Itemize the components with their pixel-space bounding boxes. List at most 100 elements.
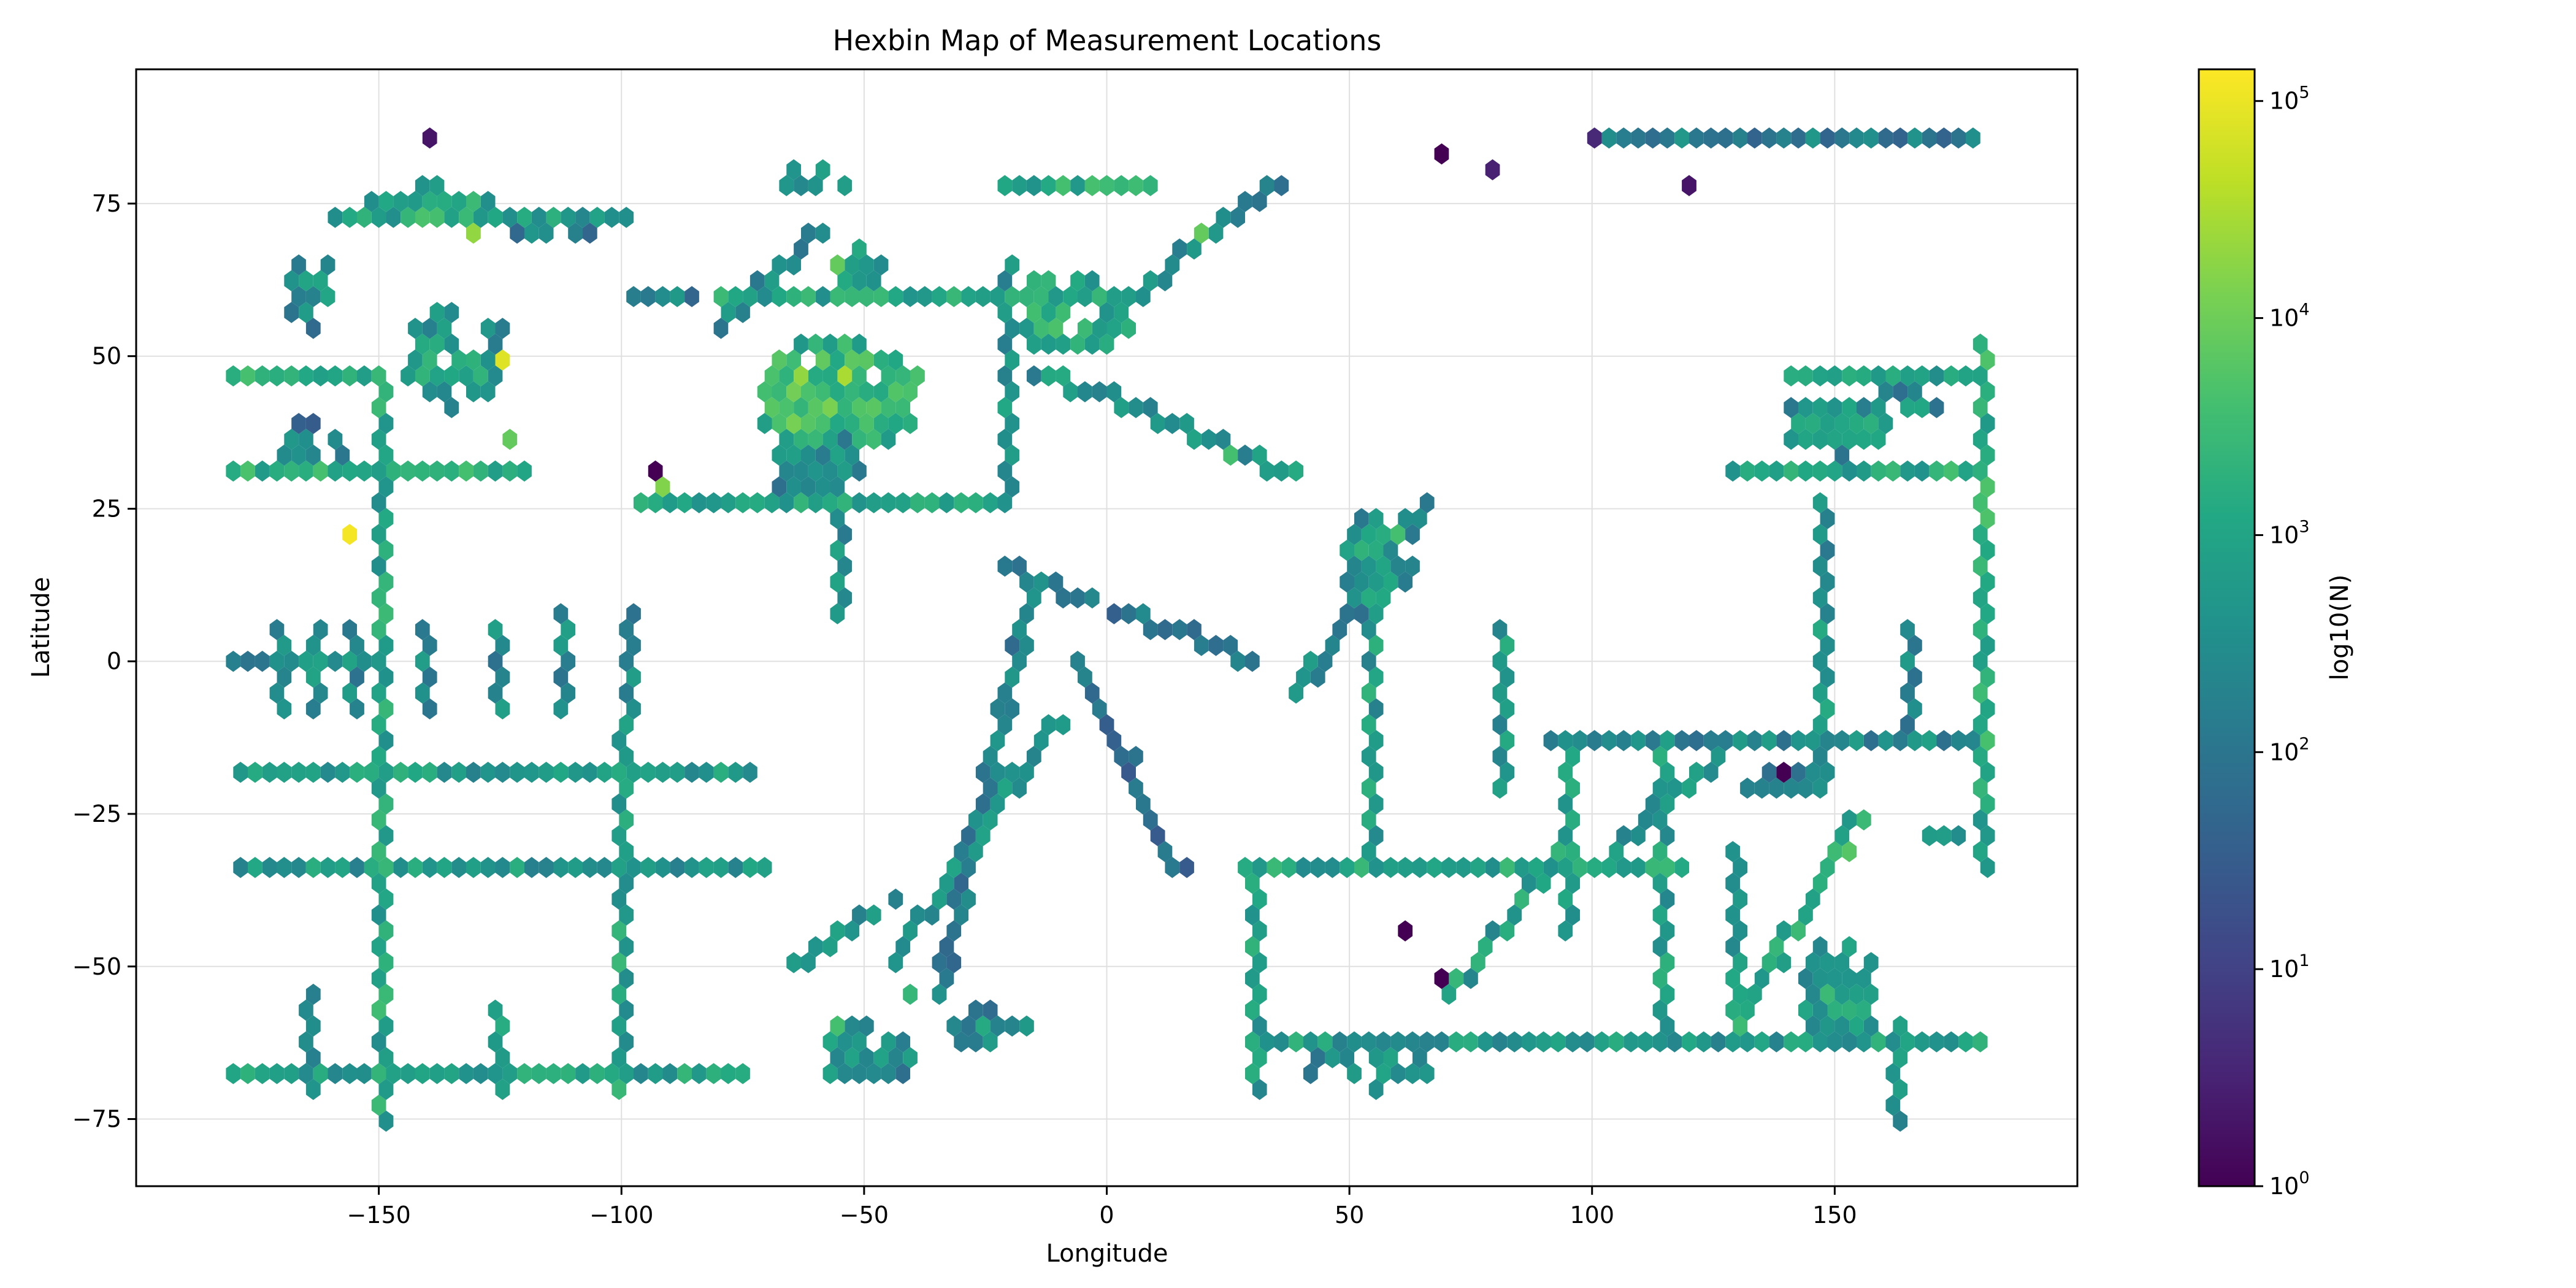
hexbin-cell [1441,857,1457,878]
hexbin-cell [859,1015,874,1037]
hexbin-cell [1660,952,1675,973]
hexbin-cell [604,207,619,228]
hexbin-cell [1914,1031,1930,1052]
hexbin-cell [1092,286,1107,307]
hexbin-cell [240,365,255,387]
hexbin-cell [713,286,729,307]
hexbin-cell [1944,460,1959,482]
hexbin-cell [815,223,830,244]
hexbin-cell [342,682,357,704]
hexbin-cell [1368,1079,1384,1100]
hexbin-cell [997,714,1013,735]
hexbin-cell [378,571,394,593]
hexbin-cell [378,762,394,783]
hexbin-cell [561,1063,576,1084]
hexbin-cell [1296,857,1311,878]
hexbin-cell [706,1063,721,1084]
hexbin-cell [1449,1031,1464,1052]
hexbin-cell [845,1015,859,1037]
hexbin-cell [1972,555,1988,577]
hexbin-cell [1784,460,1798,482]
hexbin-cell [866,904,881,926]
hexbin-cell [1725,460,1741,482]
hexbin-cell [1048,286,1064,307]
hexbin-cell [422,318,437,339]
y-axis-ticks: −75 −50 −25 0 25 50 75 [72,190,136,1133]
hexbin-cell [342,207,357,228]
hexbin-cell [1972,651,1988,672]
hexbin-cell [1631,730,1646,751]
hexbin-cell [1616,127,1631,149]
hexbin-cell [371,682,386,704]
hexbin-cell [1652,841,1668,862]
hexbin-cell [583,857,597,878]
hexbin-cell [1827,429,1842,450]
hexbin-cell [772,381,787,402]
hexbin-cell [1005,635,1020,656]
hexbin-cell [1005,349,1020,371]
hexbin-cell [1383,571,1398,593]
hexbin-cell [735,492,750,513]
hexbin-cell [1456,857,1471,878]
hexbin-cell [640,762,656,783]
hexbin-cell [1238,191,1252,212]
hexbin-cell [1820,540,1835,561]
hexbin-cell [1405,524,1420,545]
hexbin-cell [801,952,816,973]
hexbin-cell [743,857,757,878]
hexbin-cell [371,587,386,609]
hexbin-cell [859,254,874,276]
hexbin-cell [1893,1110,1908,1132]
hexbin-cell [1725,936,1741,957]
hexbin-cell [1667,777,1682,799]
hexbin-cell [1594,1031,1609,1052]
hexbin-cell [1245,904,1260,926]
hexbin-cell [619,841,634,862]
hexbin-cell [342,1063,357,1084]
hexbin-cell [1347,524,1362,545]
hexbin-cell [444,207,459,228]
hexbin-cell [932,888,947,910]
hexbin-cell [1805,762,1820,783]
hexbin-cell [1026,302,1041,323]
hexbin-cell [830,476,845,498]
hexbin-cell [1652,746,1668,767]
hexbin-cell [1463,1031,1478,1052]
hexbin-cell [1485,857,1500,878]
hexbin-cell [881,397,896,418]
hexbin-cell [1914,397,1930,418]
hexbin-cell [1754,968,1769,989]
hexbin-cell [1842,429,1857,450]
hexbin-cell [997,555,1013,577]
hexbin-cell [371,1094,386,1116]
hexbin-cell [1325,857,1340,878]
hexbin-cell [626,666,641,688]
hexbin-cell [888,286,903,307]
hexbin-cell [619,746,634,767]
colorbar-tick-label: 105 [2269,83,2310,115]
hexbin-cell [619,904,634,926]
hexbin-cell [1361,1031,1376,1052]
hexbin-cell [1733,857,1747,878]
hexbin-cell [997,365,1013,387]
hexbin-cell [1791,730,1806,751]
hexbin-cell [437,191,452,212]
hexbin-cell [655,286,670,307]
hexbin-cell [1754,460,1769,482]
hexbin-cell [1944,1031,1959,1052]
hexbin-cell [444,333,459,355]
hexbin-cell [946,920,962,941]
hexbin-cell [815,159,830,180]
hexbin-cell [794,397,808,418]
hexbin-cell [277,857,292,878]
hexbin-cell [1812,429,1828,450]
hexbin-cell [1980,349,1995,371]
hexbin-cell [946,857,962,878]
hexbin-cell [881,492,896,513]
hexbin-cell [1652,968,1668,989]
hexbin-cell [1361,555,1376,577]
hexbin-cell [1340,1047,1354,1068]
hexbin-cell [1019,1015,1034,1037]
hexbin-cell [684,857,699,878]
hexbin-cell [1769,936,1784,957]
